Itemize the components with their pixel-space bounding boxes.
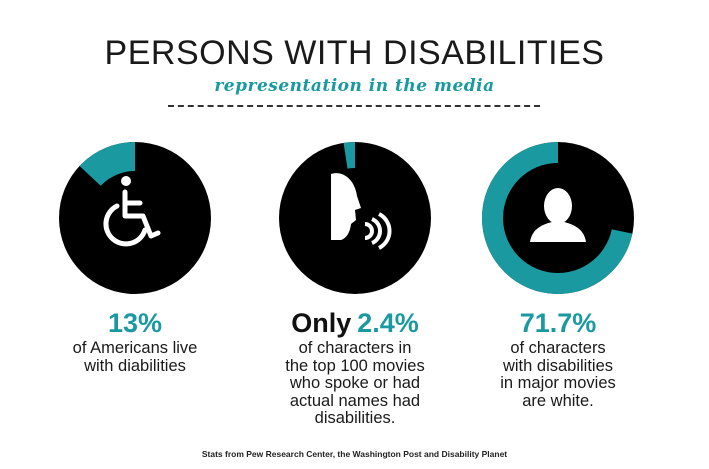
ring-chart-white-characters: [481, 142, 634, 294]
stat-value: 2.4%: [357, 308, 419, 338]
dashed-divider: [168, 105, 540, 107]
page-title: PERSONS WITH DISABILITIES: [104, 34, 605, 72]
stat-americans-with-disabilities: 13% of Americans live with diabilities: [30, 140, 240, 375]
stat-description: of characters in the top 100 movies who …: [250, 339, 460, 428]
stat-description-line: the top 100 movies: [285, 356, 425, 375]
stat-description-line: of Americans live: [72, 339, 198, 357]
speaking-head-icon: [331, 173, 392, 250]
stat-value: 13%: [107, 308, 163, 338]
stat-description-line: actual names had: [289, 391, 421, 410]
stat-description-line: who spoke or had: [289, 374, 421, 392]
stat-description-line: in major movies: [500, 374, 616, 392]
wheelchair-icon: [103, 176, 161, 247]
stat-description-line: of characters in: [298, 339, 412, 357]
stat-description-line: disabilities.: [314, 409, 396, 427]
stat-description-line: with disabilities: [502, 356, 614, 375]
stat-description-line: with diabilities: [84, 356, 186, 375]
stat-characters-with-disabilities: Only 2.4% of characters in the top 100 mo…: [250, 140, 460, 428]
ring-chart-characters: [279, 142, 431, 294]
source-note: Stats from Pew Research Center, the Wash…: [201, 449, 508, 459]
person-silhouette-icon: [530, 188, 586, 242]
stat-description: of characters with disabilities in major…: [453, 339, 663, 410]
page-subtitle: representation in the media: [214, 76, 495, 96]
stat-description-line: of characters: [510, 339, 606, 357]
stat-description: of Americans live with diabilities: [30, 339, 240, 375]
stat-value: 71.7%: [519, 308, 597, 338]
stat-lead: Only: [291, 308, 352, 338]
stat-description-line: are white.: [522, 391, 594, 410]
stat-white-characters: 71.7% of characters with disabilities in…: [453, 140, 663, 410]
ring-chart-americans: [59, 142, 211, 294]
